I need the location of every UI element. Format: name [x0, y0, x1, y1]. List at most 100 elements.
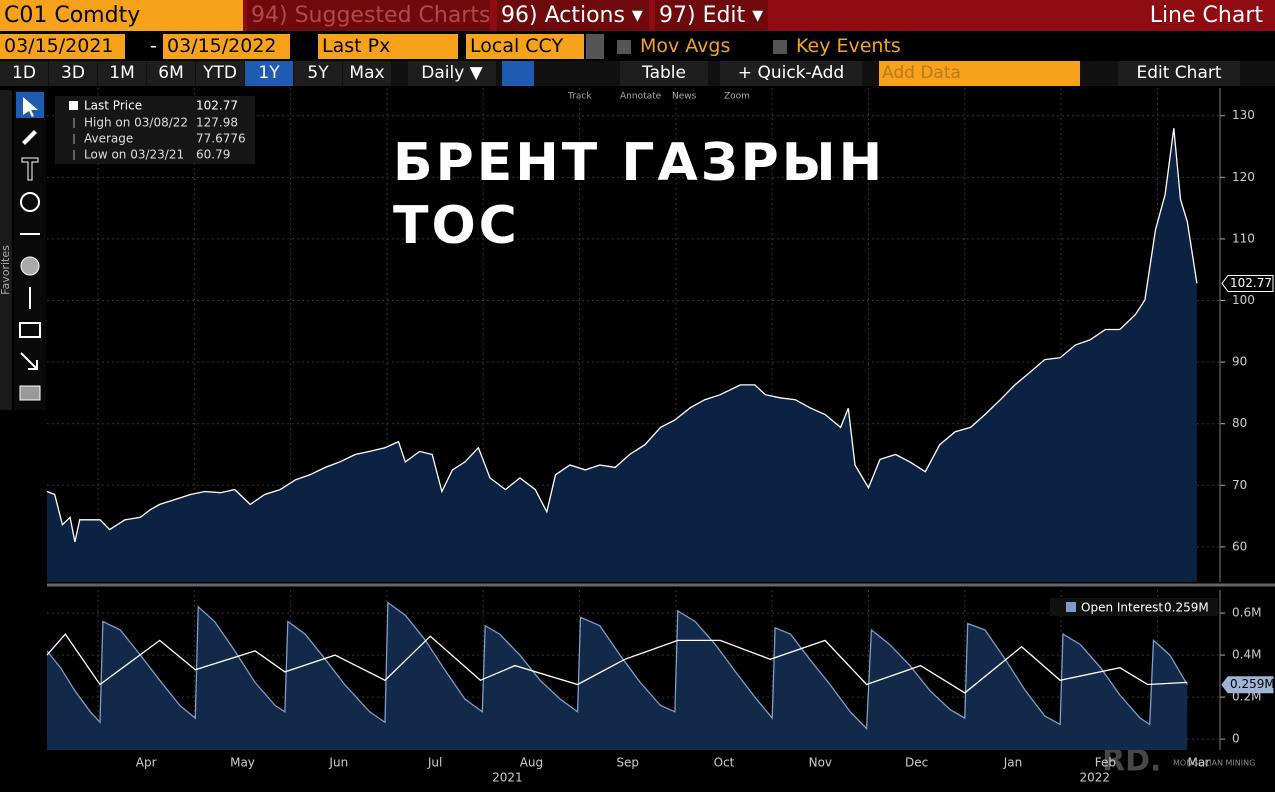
last-value-label: 0.259M	[1230, 677, 1275, 691]
legend-value: 127.98	[196, 116, 238, 130]
add-data[interactable]: Add Data	[879, 61, 1080, 86]
chart-tool[interactable]: Track	[567, 92, 592, 102]
period-button[interactable]: 1Y	[245, 61, 293, 86]
edit-menu[interactable]: 97) Edit ▾	[655, 0, 768, 31]
legend-swatch	[69, 101, 78, 110]
y-tick-label: 0.6M	[1232, 606, 1261, 620]
line	[46, 128, 1198, 543]
currency[interactable]: Local CCY	[466, 34, 584, 59]
chart-tool[interactable]: News	[672, 92, 697, 102]
favorites-tab[interactable]	[0, 90, 12, 410]
area	[47, 128, 1197, 582]
y-tick-label: 90	[1232, 355, 1247, 369]
line-mode[interactable]	[502, 61, 534, 86]
suggested-charts[interactable]: 94) Suggested Charts	[247, 0, 490, 31]
legend-box	[1050, 598, 1218, 616]
x-tick-label: Jun	[328, 756, 348, 770]
legend-label: Average	[84, 132, 133, 146]
legend-label: Last Price	[84, 99, 142, 113]
checkbox[interactable]	[617, 40, 631, 54]
period-button[interactable]: Max	[343, 61, 391, 86]
chart-tool[interactable]: Zoom	[724, 92, 750, 102]
year-label: 2022	[1080, 771, 1111, 785]
legend-box	[55, 96, 255, 164]
x-tick-label: Jul	[427, 756, 442, 770]
period-buttons: 1D 3D 1M 6M YTD 1Y 5Y Max	[0, 61, 392, 86]
key-events[interactable]: Key Events	[796, 35, 901, 57]
legend-label: High on 03/08/22	[84, 116, 188, 130]
period-button[interactable]: 1M	[98, 61, 146, 86]
period-button[interactable]: 5Y	[294, 61, 342, 86]
legend-value: 60.79	[196, 148, 230, 162]
x-tick-label: May	[230, 756, 255, 770]
currency-dropdown[interactable]	[586, 34, 604, 59]
x-tick-label: Sep	[616, 756, 639, 770]
legend-value: 77.6776	[196, 132, 246, 146]
legend-label: Open Interest	[1081, 601, 1163, 615]
y-tick-label: 120	[1232, 170, 1255, 184]
annotation: БРЕНТ ГАЗРЫН ТОС	[393, 133, 885, 256]
x-tick-label: Jan	[1003, 756, 1023, 770]
watermark: MONGOLIAN MINING	[1173, 759, 1255, 768]
y-tick-label: 80	[1232, 416, 1247, 430]
annotation-line: БРЕНТ ГАЗРЫН	[393, 133, 885, 193]
last-value-tag	[1221, 274, 1274, 292]
tool-filled-circle[interactable]	[20, 256, 40, 276]
frequency[interactable]: Daily ▼	[408, 61, 496, 86]
field[interactable]: Last Px	[318, 34, 458, 59]
checkbox[interactable]	[773, 40, 787, 54]
x-tick-label: Apr	[136, 756, 157, 770]
y-tick-label: 70	[1232, 478, 1247, 492]
y-tick-label: 130	[1232, 108, 1255, 122]
y-tick-label: 0.4M	[1232, 648, 1261, 662]
tool-text[interactable]	[21, 157, 39, 181]
x-tick-label: Nov	[809, 756, 832, 770]
y-tick-label: 60	[1232, 539, 1247, 553]
favorites-label: Favorites	[0, 245, 12, 295]
legend-value: 0.259M	[1164, 601, 1209, 615]
drawing-tools[interactable]	[14, 90, 46, 410]
mov-avgs[interactable]: Mov Avgs	[640, 35, 731, 57]
period-button[interactable]: 6M	[147, 61, 195, 86]
area	[47, 602, 1188, 750]
chart-tools: Track Annotate News Zoom	[567, 92, 750, 102]
x-tick-label: Dec	[905, 756, 928, 770]
tool-filled-rect[interactable]	[19, 385, 41, 401]
tool-pen[interactable]	[22, 130, 37, 145]
legend-label: Low on 03/23/21	[84, 148, 184, 162]
period-button[interactable]: 1D	[0, 61, 48, 86]
tool-select-icon	[23, 97, 38, 117]
tool-arrow[interactable]	[20, 352, 38, 370]
last-value-label: 102.77	[1230, 276, 1272, 290]
period-button[interactable]: 3D	[49, 61, 97, 86]
tool-rect[interactable]	[19, 322, 41, 338]
edit-chart[interactable]: Edit Chart	[1118, 61, 1240, 86]
x-tick-label: Oct	[714, 756, 735, 770]
table-button[interactable]: Table	[620, 61, 708, 86]
last-value-tag	[1221, 676, 1274, 694]
year-label: 2021	[492, 771, 523, 785]
y-tick-label: 0	[1232, 732, 1240, 746]
end-date[interactable]: 03/15/2022	[163, 34, 290, 59]
legend-value: 102.77	[196, 99, 238, 113]
annotation-line: ТОС	[393, 196, 520, 256]
period-button[interactable]: YTD	[196, 61, 244, 86]
chart-tool[interactable]: Annotate	[620, 92, 662, 102]
actions-menu[interactable]: 96) Actions ▾	[497, 0, 649, 31]
date-dash: -	[150, 35, 157, 57]
line	[46, 601, 1188, 731]
ticker[interactable]: C01 Comdty	[0, 0, 243, 31]
line	[46, 633, 1188, 694]
quick-add[interactable]: + Quick-Add	[720, 61, 862, 86]
tool-circle[interactable]	[20, 192, 40, 212]
chart-kind: Line Chart	[1149, 3, 1263, 28]
x-tick-label: Aug	[520, 756, 543, 770]
x-tick-label: Mar	[1187, 756, 1210, 770]
y-tick-label: 100	[1232, 293, 1255, 307]
start-date[interactable]: 03/15/2021	[0, 34, 125, 59]
legend-swatch	[1066, 602, 1076, 612]
tools-panel	[14, 90, 46, 410]
x-tick-label: Feb	[1095, 756, 1116, 770]
